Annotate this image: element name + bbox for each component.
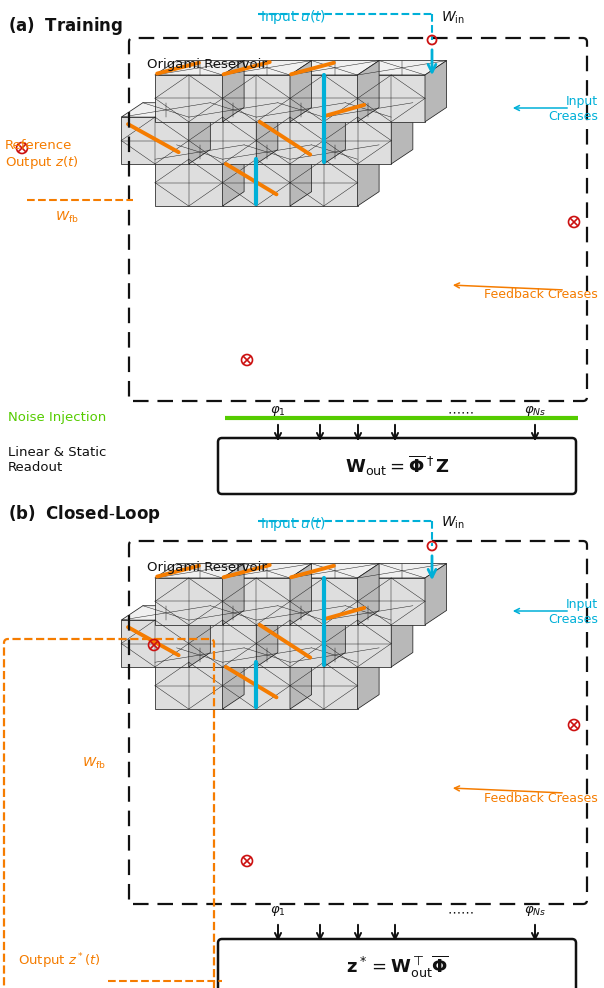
Text: $\cdots\cdots$: $\cdots\cdots$ bbox=[446, 405, 474, 418]
Polygon shape bbox=[425, 563, 446, 624]
Polygon shape bbox=[391, 103, 413, 164]
Polygon shape bbox=[290, 648, 379, 662]
Polygon shape bbox=[121, 103, 210, 118]
Polygon shape bbox=[188, 606, 210, 667]
Polygon shape bbox=[256, 103, 278, 164]
FancyBboxPatch shape bbox=[218, 939, 576, 988]
Polygon shape bbox=[290, 75, 358, 122]
Polygon shape bbox=[425, 60, 446, 122]
Polygon shape bbox=[222, 563, 312, 578]
Polygon shape bbox=[155, 145, 244, 159]
Polygon shape bbox=[222, 662, 290, 709]
Polygon shape bbox=[121, 620, 188, 667]
Polygon shape bbox=[290, 648, 312, 709]
Polygon shape bbox=[358, 648, 379, 709]
Text: Input $u(t)$: Input $u(t)$ bbox=[260, 8, 326, 26]
Text: Linear & Static
Readout: Linear & Static Readout bbox=[8, 446, 106, 474]
Text: $\varphi_{Ns}$: $\varphi_{Ns}$ bbox=[524, 404, 546, 418]
Polygon shape bbox=[222, 75, 290, 122]
Polygon shape bbox=[256, 606, 278, 667]
Polygon shape bbox=[155, 563, 244, 578]
Text: $W_{\rm in}$: $W_{\rm in}$ bbox=[441, 515, 465, 532]
Polygon shape bbox=[188, 118, 256, 164]
Polygon shape bbox=[222, 145, 244, 206]
Polygon shape bbox=[222, 648, 244, 709]
Polygon shape bbox=[358, 60, 379, 122]
Polygon shape bbox=[222, 145, 312, 159]
Polygon shape bbox=[290, 563, 312, 624]
Text: $W_{\rm fb}$: $W_{\rm fb}$ bbox=[82, 756, 106, 771]
Polygon shape bbox=[256, 620, 324, 667]
Polygon shape bbox=[290, 145, 379, 159]
Polygon shape bbox=[222, 563, 244, 624]
Text: $\cdots\cdots$: $\cdots\cdots$ bbox=[446, 905, 474, 918]
Text: $\mathbf{(a)}$  $\mathbf{Training}$: $\mathbf{(a)}$ $\mathbf{Training}$ bbox=[8, 15, 123, 37]
Text: $\varphi_{Ns}$: $\varphi_{Ns}$ bbox=[524, 904, 546, 918]
Polygon shape bbox=[358, 563, 379, 624]
Polygon shape bbox=[188, 103, 278, 118]
Text: Input
Creases: Input Creases bbox=[548, 598, 598, 626]
Polygon shape bbox=[222, 60, 244, 122]
Polygon shape bbox=[324, 620, 391, 667]
Polygon shape bbox=[155, 648, 244, 662]
Text: $W_{\rm fb}$: $W_{\rm fb}$ bbox=[55, 210, 79, 225]
Polygon shape bbox=[324, 118, 391, 164]
Polygon shape bbox=[358, 563, 446, 578]
Polygon shape bbox=[358, 578, 425, 624]
Polygon shape bbox=[324, 606, 413, 620]
Polygon shape bbox=[290, 578, 358, 624]
FancyBboxPatch shape bbox=[218, 438, 576, 494]
Text: Input
Creases: Input Creases bbox=[548, 95, 598, 123]
Polygon shape bbox=[121, 118, 188, 164]
Text: $\mathbf{(b)}$  $\mathbf{Closed\text{-}Loop}$: $\mathbf{(b)}$ $\mathbf{Closed\text{-}Lo… bbox=[8, 503, 161, 525]
Polygon shape bbox=[155, 60, 244, 75]
Polygon shape bbox=[256, 606, 345, 620]
Polygon shape bbox=[188, 620, 256, 667]
Text: $W_{\rm in}$: $W_{\rm in}$ bbox=[441, 10, 465, 27]
Polygon shape bbox=[290, 60, 379, 75]
Polygon shape bbox=[222, 159, 290, 206]
Polygon shape bbox=[324, 606, 345, 667]
Text: $\mathbf{W}_{\mathrm{out}} = \overline{\mathbf{\Phi}}^\dagger \mathbf{Z}$: $\mathbf{W}_{\mathrm{out}} = \overline{\… bbox=[345, 453, 449, 478]
Polygon shape bbox=[155, 75, 222, 122]
Polygon shape bbox=[222, 578, 290, 624]
Polygon shape bbox=[188, 606, 278, 620]
Polygon shape bbox=[391, 606, 413, 667]
Text: Noise Injection: Noise Injection bbox=[8, 411, 106, 425]
Polygon shape bbox=[256, 118, 324, 164]
Polygon shape bbox=[121, 606, 210, 620]
Text: $\mathbf{z}^* = \mathbf{W}_{\rm out}^\top \overline{\mathbf{\Phi}}$: $\mathbf{z}^* = \mathbf{W}_{\rm out}^\to… bbox=[345, 953, 448, 980]
Text: Feedback Creases: Feedback Creases bbox=[484, 791, 598, 804]
Polygon shape bbox=[290, 563, 379, 578]
Polygon shape bbox=[324, 103, 413, 118]
Polygon shape bbox=[155, 662, 222, 709]
Text: Output $z^*(t)$: Output $z^*(t)$ bbox=[18, 951, 101, 971]
Polygon shape bbox=[358, 145, 379, 206]
Text: $\varphi_1$: $\varphi_1$ bbox=[270, 904, 286, 918]
Polygon shape bbox=[290, 60, 312, 122]
Polygon shape bbox=[256, 103, 345, 118]
Polygon shape bbox=[290, 145, 312, 206]
Polygon shape bbox=[155, 159, 222, 206]
Text: Input $u(t)$: Input $u(t)$ bbox=[260, 515, 326, 533]
Text: $\varphi_1$: $\varphi_1$ bbox=[270, 404, 286, 418]
Polygon shape bbox=[222, 60, 312, 75]
Polygon shape bbox=[290, 159, 358, 206]
Polygon shape bbox=[358, 60, 446, 75]
Text: Reference
Output $z(t)$: Reference Output $z(t)$ bbox=[5, 138, 79, 171]
Polygon shape bbox=[155, 578, 222, 624]
Polygon shape bbox=[358, 75, 425, 122]
Polygon shape bbox=[222, 648, 312, 662]
Polygon shape bbox=[324, 103, 345, 164]
Text: Origami Reservoir: Origami Reservoir bbox=[147, 58, 267, 71]
Text: Origami Reservoir: Origami Reservoir bbox=[147, 561, 267, 574]
Text: Feedback Creases: Feedback Creases bbox=[484, 288, 598, 301]
Polygon shape bbox=[290, 662, 358, 709]
Polygon shape bbox=[188, 103, 210, 164]
